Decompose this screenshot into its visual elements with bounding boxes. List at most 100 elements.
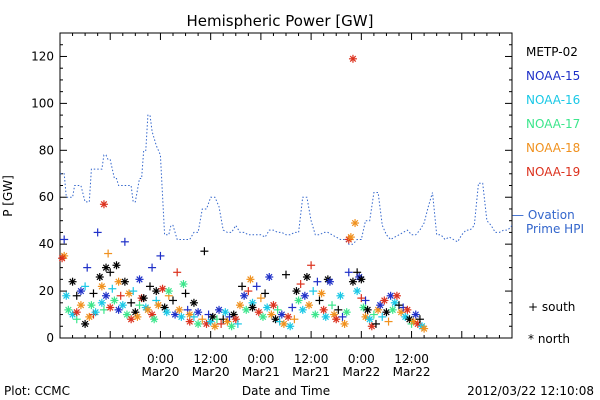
x-tick-date-label: Mar20	[141, 365, 179, 379]
north-point	[265, 273, 274, 281]
y-tick-label: 120	[31, 49, 54, 63]
south-point	[99, 305, 108, 314]
x-tick-date-label: Mar21	[242, 365, 280, 379]
north-point	[68, 277, 77, 286]
south-point	[369, 310, 378, 319]
x-axis: 0:00Mar2012:00Mar200:00Mar2112:00Mar210:…	[59, 33, 513, 379]
south-point	[238, 282, 247, 291]
legend-entry: NOAA-18	[526, 141, 580, 155]
south-point	[148, 263, 157, 272]
north-point	[302, 273, 311, 281]
north-point	[357, 275, 366, 284]
legend-entry: METP-02	[526, 45, 578, 59]
north-point	[150, 315, 159, 324]
x-tick-date-label: Mar22	[342, 365, 380, 379]
north-point	[87, 301, 96, 310]
south-point	[72, 315, 81, 324]
north-point	[122, 310, 131, 319]
north-point	[348, 54, 357, 63]
north-point	[286, 322, 295, 331]
y-tick-label: 100	[31, 96, 54, 110]
y-tick-label: 20	[39, 284, 54, 298]
south-point	[129, 287, 138, 296]
north-point	[154, 301, 163, 310]
satellite-points	[58, 54, 429, 333]
south-point	[108, 284, 117, 293]
north-point	[76, 301, 85, 310]
north-point	[351, 219, 360, 228]
south-point	[89, 289, 98, 298]
north-point	[202, 319, 211, 328]
north-point	[102, 291, 111, 300]
north-point	[311, 310, 320, 319]
north-point	[106, 303, 115, 312]
north-point	[300, 291, 309, 300]
north-point	[305, 301, 314, 310]
south-point	[378, 312, 387, 321]
north-point	[392, 291, 401, 300]
south-point	[290, 315, 299, 324]
y-axis-label: P [GW]	[1, 175, 15, 217]
x-tick-time-label: 0:00	[247, 352, 274, 366]
north-point	[95, 273, 104, 281]
north-point	[64, 305, 73, 314]
north-point	[97, 298, 106, 307]
north-point	[346, 233, 355, 242]
south-point	[198, 315, 207, 324]
south-point	[60, 235, 69, 244]
south-point	[288, 303, 297, 312]
y-tick-label: 80	[39, 143, 54, 157]
north-point	[231, 315, 240, 324]
south-point	[256, 294, 265, 303]
south-point	[145, 282, 154, 291]
north-point	[246, 275, 255, 284]
ovation-legend-line2: Prime HPI	[526, 222, 584, 236]
north-point	[112, 261, 121, 270]
north-point	[319, 305, 328, 314]
x-tick-time-label: 0:00	[348, 352, 375, 366]
south-point	[93, 228, 102, 237]
north-point	[240, 291, 249, 300]
x-tick-date-label: Mar21	[292, 365, 330, 379]
y-tick-label: 40	[39, 237, 54, 251]
south-point	[156, 251, 165, 260]
north-point	[269, 301, 278, 310]
north-point	[91, 308, 100, 317]
symbol-legend: + south * north	[528, 300, 575, 346]
north-point	[76, 287, 85, 296]
north-point	[133, 312, 142, 321]
ovation-legend-line: — Ovation	[512, 208, 575, 222]
north-point	[332, 315, 341, 324]
south-point	[313, 277, 322, 286]
north-point	[215, 305, 224, 314]
north-point	[194, 319, 203, 328]
north-point	[242, 305, 251, 314]
north-point	[263, 303, 272, 312]
south-point	[244, 287, 253, 296]
south-point	[338, 312, 347, 321]
south-point	[361, 296, 370, 305]
south-point	[189, 312, 198, 321]
north-point	[325, 277, 334, 286]
south-point	[415, 315, 424, 324]
north-point	[321, 312, 330, 321]
north-point	[152, 287, 161, 296]
north-point	[388, 305, 397, 314]
south-point	[261, 289, 270, 298]
y-axis: 0 20 40 60 80 100 120	[31, 32, 512, 345]
north-point	[365, 315, 374, 324]
north-point	[317, 289, 326, 298]
legend: METP-02 NOAA-15 NOAA-16 NOAA-17 NOAA-18 NOAA-…	[526, 45, 580, 179]
south-point	[252, 282, 261, 291]
north-point	[340, 319, 349, 328]
north-point	[292, 287, 301, 296]
north-point	[277, 310, 286, 319]
north-point	[127, 315, 136, 324]
south-point	[127, 298, 136, 307]
north-point	[97, 282, 106, 291]
north-point	[194, 308, 203, 317]
x-tick-date-label: Mar22	[393, 365, 431, 379]
south-point	[135, 301, 144, 310]
ovation-series	[60, 114, 513, 245]
